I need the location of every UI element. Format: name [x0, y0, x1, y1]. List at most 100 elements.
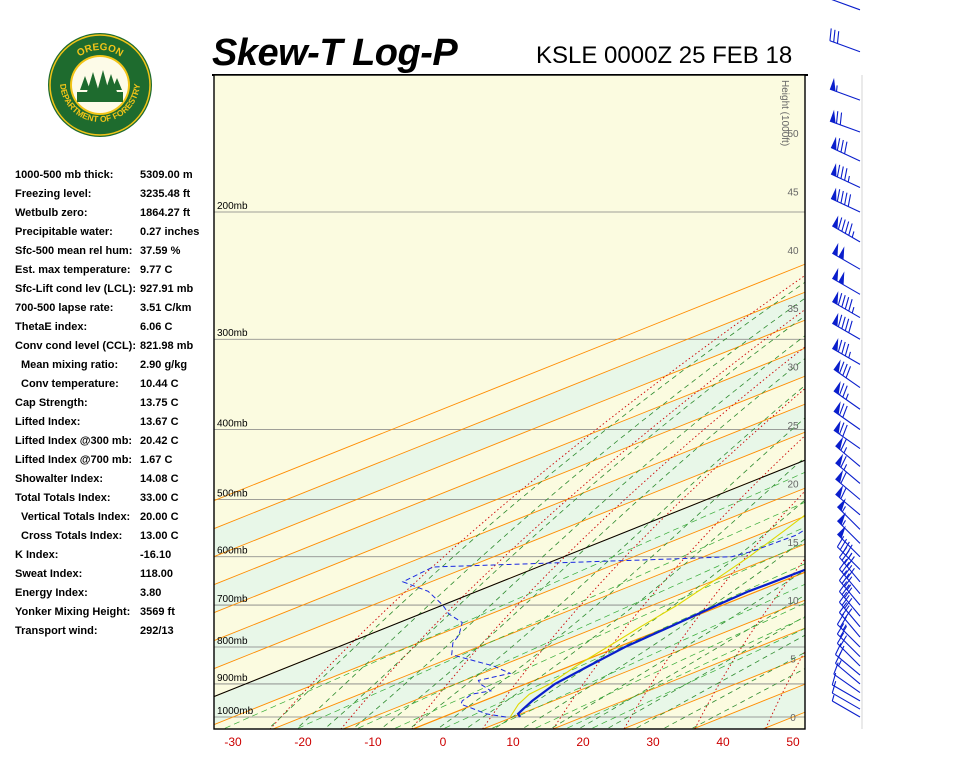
wind-barb-flag [842, 385, 848, 398]
temperature-band [0, 0, 960, 732]
wind-barb-pennant [833, 401, 841, 415]
moist-adiabat-line [577, 594, 805, 729]
wind-barb [832, 242, 861, 270]
wind-barb-staff [839, 612, 861, 638]
wind-barb [835, 485, 861, 516]
wind-barb-flag [844, 564, 853, 576]
wind-barb-flag [840, 472, 847, 484]
wind-barb-flag [839, 625, 848, 638]
moist-adiabat-line [633, 634, 805, 729]
pressure-label: 500mb [217, 489, 248, 500]
parcel-trace-line [509, 514, 805, 718]
wind-barb-flag [837, 314, 843, 327]
wind-barb-flag [840, 139, 844, 153]
wind-barb-flag [840, 455, 847, 468]
x-tick-label: 0 [440, 735, 447, 749]
isotherm-line [481, 599, 805, 729]
pressure-label: 700mb [217, 594, 248, 605]
wind-barb-flag [829, 28, 832, 41]
wind-barb-flag [839, 635, 848, 647]
wind-barb-staff [839, 591, 861, 617]
index-label: Sweat Index: [15, 568, 83, 580]
wind-barb-flag [839, 538, 848, 551]
index-value: 3.80 [140, 587, 162, 599]
index-label: Est. max temperature: [15, 264, 131, 276]
dry-adiabat-line [623, 490, 805, 729]
isotherm-line [214, 487, 805, 726]
moist-adiabat-line [295, 297, 805, 729]
wind-barb [830, 163, 861, 189]
wind-barb-flag [837, 339, 843, 352]
wind-barb [838, 591, 861, 628]
wind-barb-staff [833, 673, 861, 693]
wind-barb [836, 512, 861, 544]
height-tick-label: 25 [787, 421, 799, 432]
wind-barb-pennant [832, 337, 839, 352]
wind-barb [836, 525, 861, 558]
height-tick-label: 35 [787, 304, 799, 315]
index-label: Yonker Mixing Height: [15, 606, 131, 618]
wind-barb-flag [831, 681, 837, 694]
index-value: 3569 ft [140, 606, 175, 618]
index-value: 20.42 C [140, 435, 179, 447]
wind-barb-staff [839, 556, 861, 583]
wind-barb-staff [832, 347, 861, 365]
wind-barb-half-flag [841, 506, 846, 513]
wind-barb-staff [830, 173, 861, 189]
wind-barb-pennant [837, 525, 846, 539]
dry-adiabat-line [906, 0, 960, 732]
moist-adiabat-line [436, 417, 805, 729]
wind-barb-flag [842, 363, 848, 376]
index-label: Cross Totals Index: [21, 530, 123, 542]
index-label: Energy Index: [15, 587, 88, 599]
wind-barb [833, 359, 861, 389]
wind-barb-flag [840, 439, 847, 451]
wind-barb-pennant [830, 187, 837, 202]
wind-barb-flag [838, 602, 848, 613]
wind-barb-pennant [832, 267, 839, 282]
wind-barb [833, 401, 861, 430]
wind-barb-pennant [832, 215, 839, 229]
height-tick-label: 50 [787, 129, 799, 140]
index-value: -16.10 [140, 549, 172, 561]
wind-barb-flag [844, 598, 853, 609]
isotherm-line [214, 403, 805, 642]
wind-barb-flag [844, 318, 850, 331]
index-value: 6.06 C [140, 321, 173, 333]
index-value: 118.00 [140, 568, 174, 580]
plot-frame [213, 74, 806, 730]
wind-barb-flag [844, 608, 853, 619]
index-value: 1864.27 ft [140, 207, 191, 219]
mixing-ratio-line [532, 602, 805, 729]
index-value: 14.08 C [140, 473, 179, 485]
wind-barb [831, 672, 861, 702]
index-label: Wetbulb zero: [15, 207, 88, 219]
wind-barb-staff [836, 642, 861, 667]
mixing-ratio-line [222, 471, 805, 729]
wind-barb-flag [841, 341, 846, 354]
wind-barb-flag [846, 568, 855, 579]
wind-barb-staff [836, 623, 861, 648]
wind-barb-flag [841, 605, 850, 616]
index-label: Transport wind: [15, 625, 98, 637]
wind-barb-staff [836, 520, 861, 544]
temperature-band [214, 488, 805, 729]
x-tick-label: 10 [506, 735, 520, 749]
pressure-label: 400mb [217, 418, 248, 429]
wind-barb-staff [835, 654, 861, 676]
index-label: Lifted Index @300 mb: [15, 435, 133, 447]
wind-barb-staff [839, 601, 861, 628]
wind-barb-staff [829, 40, 861, 53]
wind-barb-flag [839, 112, 843, 125]
wind-barb-flag [844, 192, 848, 205]
isotherm-line [214, 375, 805, 614]
index-label: Cap Strength: [15, 397, 88, 409]
index-label: Mean mixing ratio: [21, 359, 119, 371]
height-tick-label: 20 [787, 479, 799, 490]
mixing-ratio-label: 0.4 [861, 420, 878, 438]
wind-barb [831, 0, 861, 11]
wind-barb-pennant [835, 453, 844, 467]
wind-barb-flag [840, 166, 844, 179]
mixing-ratio-line [489, 583, 805, 729]
